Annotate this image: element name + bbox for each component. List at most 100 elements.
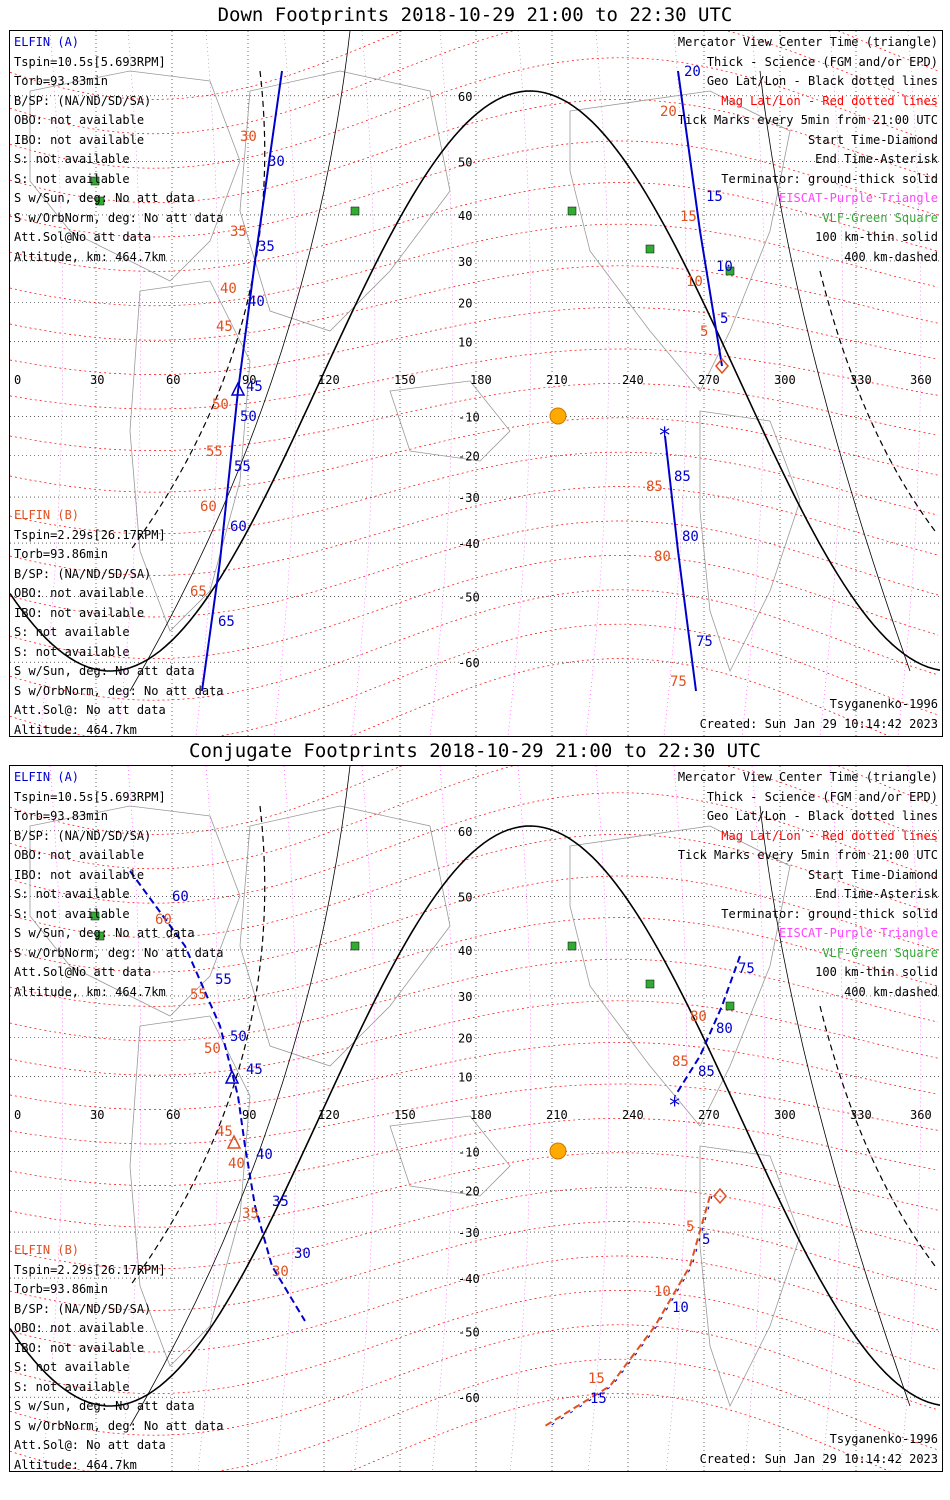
map-legend: Mercator View Center Time (triangle) Thic… [678,33,938,267]
lon-label: 240 [622,373,644,387]
elfin-b-info: ELFIN (B) Tspin=2.29s[26.17RPM] Torb=93.86… [14,506,224,737]
lon-label: 300 [774,373,796,387]
track-tick-label: 35 [258,239,275,255]
track-tick-label: 30 [240,129,257,145]
track-tick-label: 60 [155,912,172,928]
legend-item: Geo Lat/Lon - Black dotted lines [706,809,938,823]
legend-item: Start Time-Diamond [807,867,938,882]
lat-label: 50 [458,156,472,170]
lat-label: -60 [458,1391,480,1405]
elfin-a-info: ELFIN (A) Tspin=10.5s[5.693RPM] Torb=93.83… [14,33,224,267]
legend-item: Mag Lat/Lon - Red dotted lines [721,93,938,108]
mag-parallel [10,589,939,701]
elfin-b-info-line: Altitude: 464.7km [14,722,137,737]
mag-meridian [819,31,844,736]
view-center-triangle [226,1134,242,1149]
elfin-b-info-line: S: not available [14,644,130,659]
mag-parallel [10,182,939,272]
elfin-a-info-line: IBO: not available [14,867,145,882]
lon-label: 300 [774,1108,796,1122]
lon-label: 30 [90,373,104,387]
mag-meridian [195,31,220,736]
elfin-a-info-line: B/SP: (NA/ND/SD/SA) [14,93,152,108]
terminator-100km [759,70,911,672]
elfin-a-info-line: S: not available [14,152,130,166]
track-tick-label: 85 [698,1064,715,1080]
map-layers: 0306090120150180210240270300330360706050… [10,766,942,1471]
lat-label: 10 [458,335,472,349]
continent-outline [129,1015,251,1367]
elfin-a-info-line: S: not available [14,887,130,901]
map-conjugate-footprints: 0306090120150180210240270300330360706050… [9,765,943,1472]
legend-item: VLF-Green Square [822,210,938,225]
track-tick-label: 55 [190,987,207,1003]
track-tick-label: 60 [200,499,217,515]
elfin-a-label: ELFIN (A) [14,35,80,49]
lat-label: -30 [458,491,480,505]
mag-parallel [10,57,939,169]
vlf-station [645,244,655,254]
vlf-station [95,931,105,941]
terminator-100km [129,31,351,692]
continent-outline [699,1145,801,1408]
legend-item: 100 km-thin solid [815,965,938,979]
elfin-b-info-line: S w/Sun, deg: No att data [14,1399,195,1413]
mag-parallel [10,623,939,736]
legend-item: 100 km-thin solid [815,230,938,244]
terminator-100km [759,805,911,1407]
elfin-b-info-line: S: not available [14,1360,130,1374]
mag-meridian [585,31,610,736]
mag-parallel [10,348,939,410]
lat-label: 20 [458,1031,472,1045]
elfin-b-info-line: IBO: not available [14,605,145,620]
mag-parallel [350,1393,890,1471]
mag-parallel [10,958,939,1042]
panel-title-down: Down Footprints 2018-10-29 21:00 to 22:3… [217,4,733,26]
elfin-b-info-line: S w/OrbNorm, deg: No att data [14,683,224,698]
legend-item: Terminator: ground-thick solid [721,171,938,186]
sun-icon [549,407,567,425]
map-down-footprints: 0306090120150180210240270300330360706050… [9,30,943,737]
legend-item: EISCAT-Purple Triangle [779,191,938,205]
mag-parallel [10,792,939,904]
mag-meridian [351,31,376,736]
lon-label: 210 [546,1108,568,1122]
elfin-b-label: ELFIN (B) [14,508,80,522]
track-tick-label: 80 [654,549,671,565]
elfin-b-label: ELFIN (B) [14,1243,80,1257]
lon-label: 270 [698,1108,720,1122]
elfin-a-info-line: S w/OrbNorm, deg: No att data [14,945,224,960]
legend-item: 400 km-dashed [844,249,938,264]
track-tick-label: 15 [590,1391,607,1407]
elfin-a-info-line: Tspin=10.5s[5.693RPM] [14,789,166,804]
lon-label: 60 [166,373,180,387]
elfin-a-info: ELFIN (A) Tspin=10.5s[5.693RPM] Torb=93.83… [14,768,224,1002]
legend-item: 400 km-dashed [844,984,938,999]
map-canvas-conjugate: 0306090120150180210240270300330360706050… [10,766,942,1471]
track-tick-label: 80 [716,1021,733,1037]
legend-item: Start Time-Diamond [807,132,938,147]
elfin-a-track [674,955,741,1097]
track-tick-label: 10 [716,259,733,275]
track-tick-label: 35 [230,224,247,240]
lat-label: 50 [458,891,472,905]
mag-parallel [10,1152,939,1228]
end-asterisk: * [658,424,671,449]
mag-parallel [10,31,939,135]
elfin-a-info-line: IBO: not available [14,132,145,147]
model-label: Tsyganenko-1996 [829,1431,938,1446]
lat-label: 60 [458,90,472,104]
track-tick-label: 5 [720,311,728,327]
elfin-a-info-line: S w/Sun, deg: No att data [14,926,195,940]
mag-parallel [10,834,939,938]
legend-item: EISCAT-Purple Triangle [779,926,938,940]
lon-label: 120 [318,373,340,387]
continent-outline [569,825,791,1127]
panel-title-conjugate: Conjugate Footprints 2018-10-29 21:00 to… [189,740,761,762]
lat-label: 40 [458,944,472,958]
elfin-b-info-line: S w/OrbNorm, deg: No att data [14,1418,224,1433]
mag-meridian [507,31,532,736]
legend-item: Mercator View Center Time (triangle) [677,770,938,784]
sun-icon [549,1142,567,1160]
mag-meridian [117,31,142,736]
